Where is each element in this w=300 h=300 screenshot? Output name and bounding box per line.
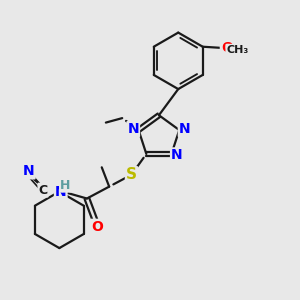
Text: N: N [171,148,183,162]
Text: C: C [38,184,48,196]
Text: N: N [23,164,34,178]
Text: N: N [55,185,67,199]
Text: H: H [60,178,70,192]
Text: N: N [179,122,190,136]
Text: CH₃: CH₃ [226,45,249,55]
Text: N: N [128,122,139,136]
Text: O: O [92,220,103,234]
Text: S: S [126,167,137,182]
Text: O: O [221,41,233,55]
